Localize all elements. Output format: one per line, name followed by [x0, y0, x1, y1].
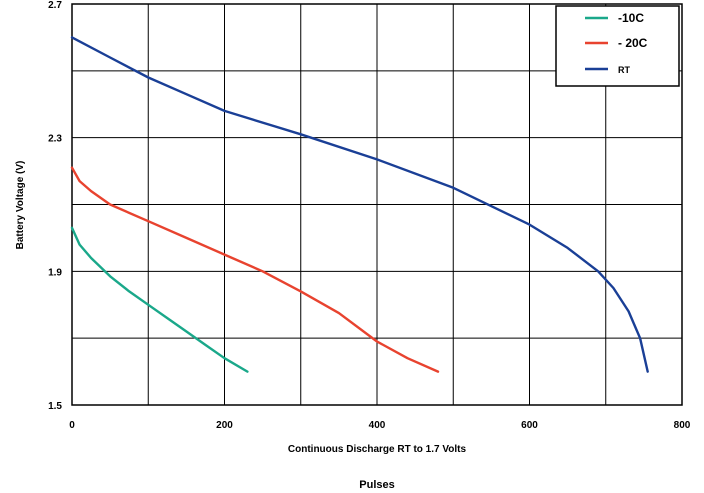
y-axis-ticks: 1.5 1.9 2.3 2.7	[48, 0, 62, 412]
legend-label: -10C	[618, 11, 644, 25]
series-line	[70, 36, 649, 373]
series-line	[70, 226, 249, 373]
x-axis-ticks: 0 200 400 600 800	[69, 420, 691, 431]
series-line	[70, 166, 440, 373]
x-tick-label: 200	[216, 420, 233, 431]
y-tick-label: 2.3	[48, 134, 62, 145]
x-axis-subtitle: Pulses	[359, 479, 394, 491]
y-tick-label: 2.7	[48, 0, 62, 11]
legend: -10C - 20C RT	[555, 5, 680, 87]
legend-box	[555, 5, 680, 87]
legend-label: RT	[618, 65, 630, 75]
x-tick-label: 600	[521, 420, 538, 431]
series-lines	[70, 36, 649, 373]
y-axis-title: Battery Voltage (V)	[15, 161, 26, 250]
y-tick-label: 1.5	[48, 401, 62, 412]
x-axis-title: Continuous Discharge RT to 1.7 Volts	[288, 444, 467, 455]
x-tick-label: 0	[69, 420, 75, 431]
legend-label: - 20C	[618, 36, 648, 50]
y-tick-label: 1.9	[48, 267, 62, 278]
x-tick-label: 400	[369, 420, 386, 431]
x-tick-label: 800	[674, 420, 691, 431]
